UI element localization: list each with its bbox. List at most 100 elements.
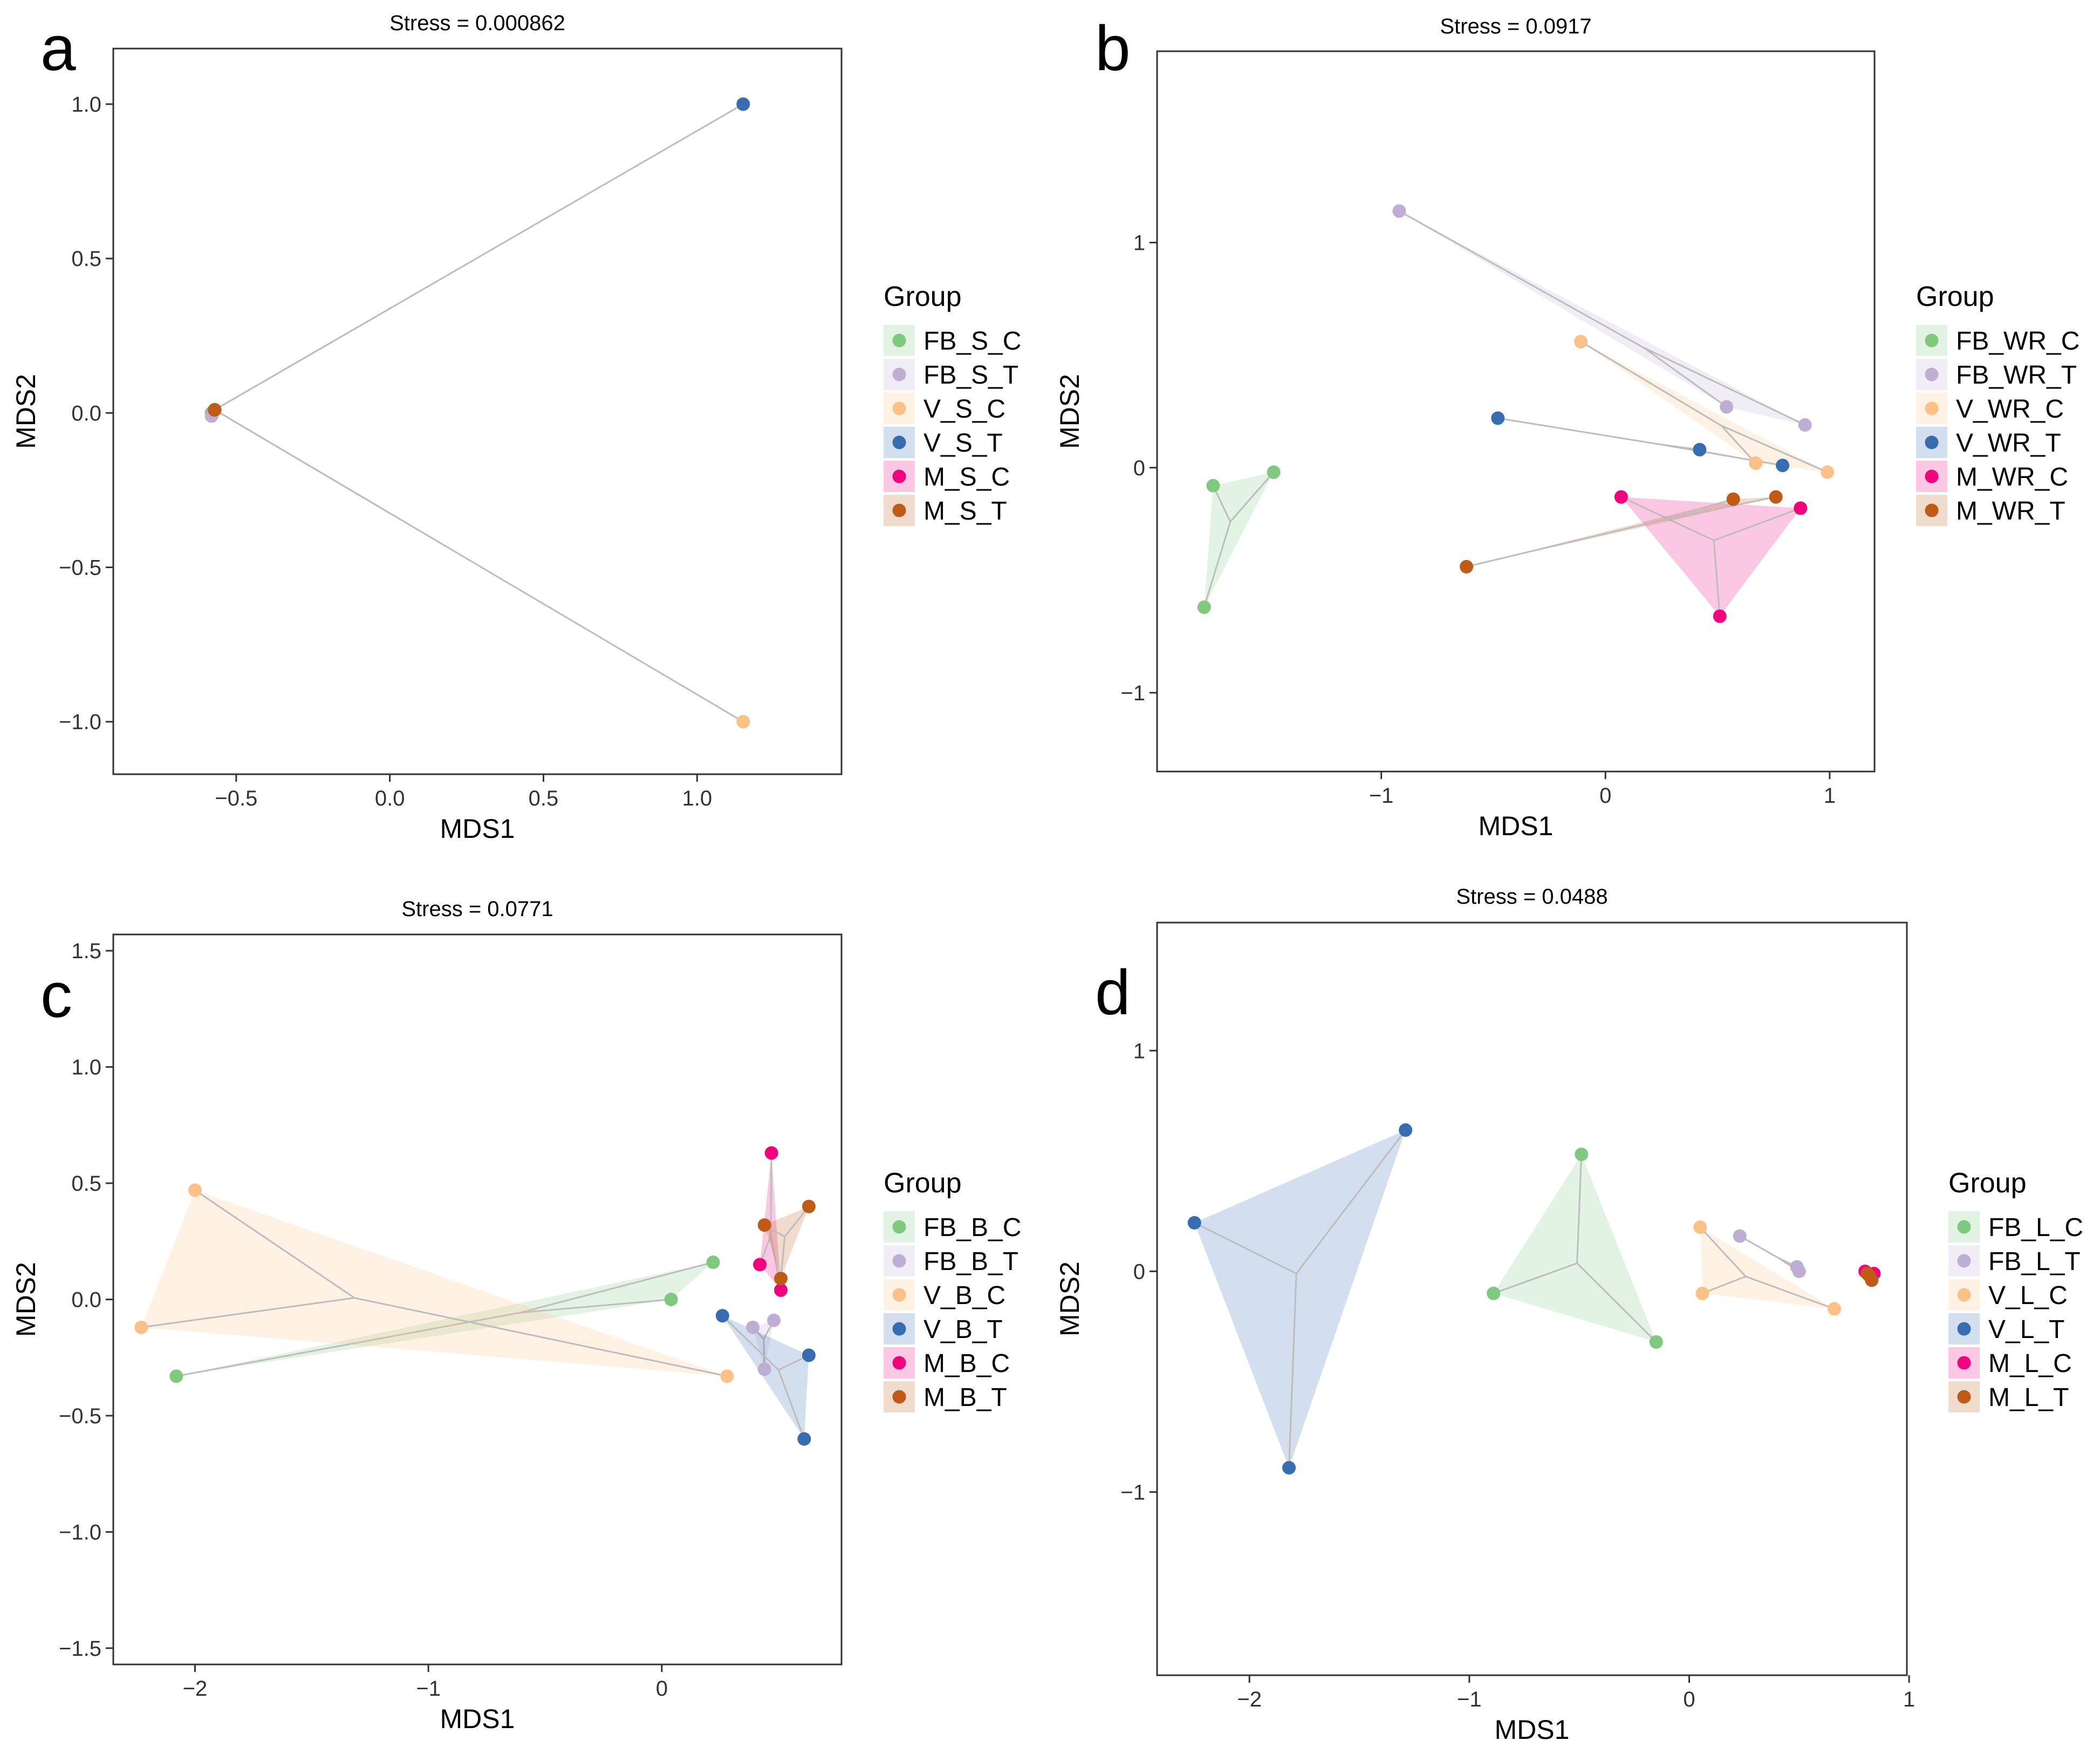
plot-frame: [112, 47, 843, 775]
spider-line-V_B_C: [354, 1297, 728, 1377]
legend-marker-V_L_T: [1957, 1322, 1971, 1336]
data-points: [1197, 204, 1835, 623]
spider-line-FB_WR_T: [1643, 347, 1727, 408]
spider-line-FB_B_C: [176, 1312, 521, 1377]
legend-marker-V_B_T: [892, 1322, 906, 1336]
x-tick-label: 0.0: [375, 787, 405, 810]
y-tick-label: −1.0: [59, 711, 101, 734]
spider-line-V_S_T: [390, 103, 744, 309]
legend-marker-M_L_C: [1957, 1356, 1971, 1370]
x-tick-label: −1: [1369, 784, 1394, 808]
hull-V_B_T: [722, 1315, 809, 1439]
legend-marker-M_B_C: [892, 1356, 906, 1370]
x-tick-label: −1: [416, 1677, 441, 1701]
y-axis-label: MDS2: [11, 1262, 41, 1337]
y-tick-label: −1: [1120, 1480, 1145, 1504]
point-FB_B_C: [169, 1369, 183, 1383]
legend-marker-FB_WR_T: [1925, 367, 1939, 381]
legend-marker-M_B_T: [892, 1390, 906, 1404]
data-points: [1187, 1123, 1881, 1475]
legend: Group FB_B_C FB_B_T V_B_C V_B_T M_B_C M_B_T: [884, 1168, 1021, 1412]
point-M_WR_C: [1794, 501, 1808, 515]
legend-label-V_S_C: V_S_C: [924, 395, 1005, 424]
y-tick-label: 0.5: [71, 247, 101, 271]
legend-label-M_WR_T: M_WR_T: [1956, 497, 2065, 525]
spider-line-M_WR_C: [1713, 540, 1721, 617]
spider-line-V_B_T: [777, 1369, 805, 1439]
point-M_B_T: [802, 1199, 816, 1213]
data-points: [204, 97, 750, 729]
spider-line-FB_L_C: [1576, 1262, 1657, 1343]
point-M_L_T: [1863, 1269, 1877, 1283]
point-FB_B_T: [767, 1313, 781, 1327]
hull-FB_L_C: [1493, 1154, 1657, 1342]
point-V_B_T: [802, 1348, 816, 1362]
y-tick-label: 1: [1133, 231, 1145, 255]
point-M_WR_C: [1713, 609, 1727, 623]
panel-d: d Stress = 0.0488 −2 −1 0 1 1 0 −1 MDS1 MDS2 Group F…: [1055, 885, 2083, 1745]
hull-FB_WR_C: [1204, 472, 1274, 608]
legend-marker-V_WR_C: [1925, 401, 1939, 415]
panel-a: a Stress = 0.000862 −0.5 0.0 0.5 1.0 1.0 0.5 0.0…: [11, 11, 1021, 844]
hull-FB_WR_T: [1399, 211, 1805, 425]
legend-label-V_B_C: V_B_C: [924, 1281, 1005, 1310]
legend-marker-M_WR_C: [1925, 469, 1939, 483]
panel-letter-c: c: [40, 960, 72, 1031]
point-FB_B_T: [757, 1362, 771, 1376]
point-V_L_T: [1187, 1216, 1201, 1230]
legend-label-M_B_C: M_B_C: [924, 1349, 1010, 1378]
point-V_S_T: [736, 97, 750, 111]
y-tick-label: −0.5: [59, 1404, 101, 1428]
legend-label-FB_B_C: FB_B_C: [924, 1213, 1021, 1242]
point-FB_L_C: [1575, 1148, 1589, 1162]
legend-label-FB_L_T: FB_L_T: [1988, 1247, 2081, 1276]
legend-marker-M_L_T: [1957, 1390, 1971, 1404]
legend-marker-M_S_C: [892, 469, 906, 483]
y-tick-label: 1.5: [71, 939, 101, 963]
y-tick-label: 0.5: [71, 1172, 101, 1196]
x-tick-label: 0: [1683, 1688, 1695, 1711]
spider-line-V_S_C: [390, 513, 744, 722]
hull-M_B_T: [764, 1206, 809, 1279]
legend-label-V_L_C: V_L_C: [1988, 1281, 2068, 1310]
legend-label-FB_B_T: FB_B_T: [924, 1247, 1018, 1276]
point-V_B_C: [720, 1369, 734, 1383]
y-axis-label: MDS2: [1055, 374, 1085, 449]
spider-line-V_WR_C: [1720, 425, 1756, 464]
point-M_S_T: [208, 403, 222, 417]
point-V_WR_T: [1776, 459, 1790, 473]
y-tick-label: −0.5: [59, 556, 101, 580]
group-hulls: [1194, 1129, 1875, 1468]
point-V_L_C: [1827, 1302, 1841, 1316]
x-tick-label: −1: [1457, 1688, 1482, 1711]
spider-line-M_WR_T: [1466, 520, 1659, 568]
spider-line-FB_L_C: [1493, 1262, 1578, 1294]
point-V_B_T: [797, 1432, 811, 1446]
legend-marker-FB_L_T: [1957, 1254, 1971, 1268]
point-M_WR_C: [1614, 490, 1628, 504]
y-tick-label: −1.0: [59, 1520, 101, 1544]
point-V_S_C: [736, 715, 750, 729]
point-M_B_C: [764, 1146, 778, 1160]
legend-label-FB_WR_C: FB_WR_C: [1956, 327, 2080, 356]
point-FB_L_T: [1792, 1264, 1806, 1278]
y-tick-label: 1: [1133, 1039, 1145, 1063]
point-M_B_T: [757, 1218, 771, 1232]
spider-line-FB_L_C: [1576, 1154, 1583, 1264]
legend-marker-V_S_T: [892, 435, 906, 449]
point-FB_WR_T: [1392, 204, 1406, 218]
y-tick-label: 0: [1133, 1260, 1145, 1284]
spider-line-V_L_T: [1288, 1273, 1297, 1468]
point-V_WR_C: [1749, 456, 1763, 470]
y-tick-label: 0: [1133, 456, 1145, 480]
plot-frame: [112, 933, 843, 1666]
legend-label-M_WR_C: M_WR_C: [1956, 463, 2068, 492]
x-tick-label: −2: [1237, 1688, 1262, 1711]
point-FB_L_T: [1733, 1229, 1747, 1243]
legend-label-FB_S_C: FB_S_C: [924, 327, 1021, 356]
group-hulls: [214, 103, 744, 722]
legend-label-FB_WR_T: FB_WR_T: [1956, 361, 2077, 390]
y-tick-label: −1.5: [59, 1637, 101, 1661]
legend-label-M_L_T: M_L_T: [1988, 1383, 2069, 1412]
